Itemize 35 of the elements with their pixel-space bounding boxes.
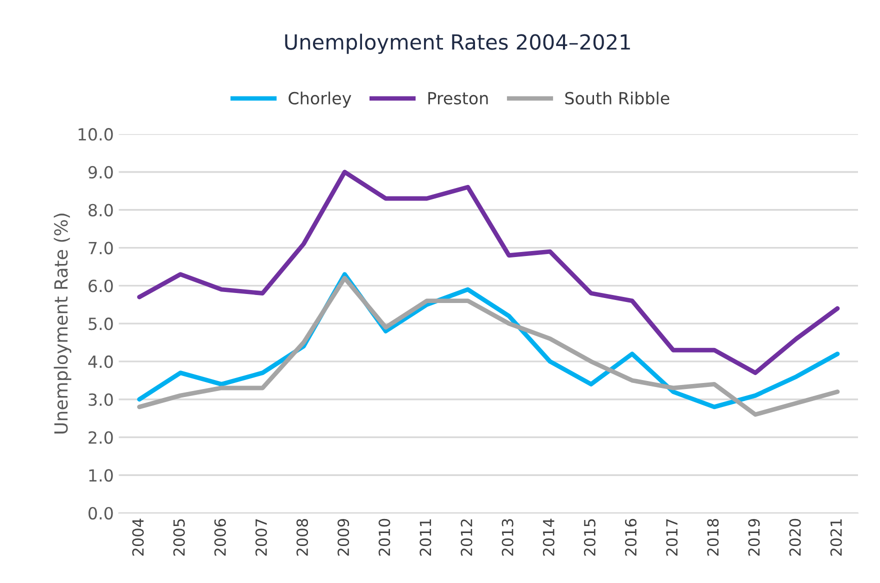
- y-tick-label: 6.0: [88, 280, 113, 292]
- chart-title: Unemployment Rates 2004–2021: [285, 34, 630, 54]
- y-tick-label: 1.0: [89, 469, 113, 482]
- y-tick-label: 3.0: [88, 393, 113, 406]
- legend-label: Chorley: [288, 92, 352, 108]
- y-tick-label: 4.0: [88, 355, 113, 368]
- legend-label: South Ribble: [565, 92, 670, 104]
- legend-label: Preston: [428, 92, 488, 104]
- x-tick-label: 2020: [789, 518, 801, 556]
- x-tick-label: 2009: [338, 518, 350, 556]
- x-tick-label: 2005: [173, 519, 185, 556]
- x-tick-label: 2006: [214, 518, 226, 556]
- y-axis-title: Unemployment Rate (%): [54, 214, 72, 434]
- x-tick-label: 2018: [707, 518, 719, 556]
- y-tick-label: 9.0: [88, 166, 113, 179]
- x-tick-label: 2004: [132, 518, 144, 556]
- y-tick-label: 7.0: [88, 242, 113, 254]
- y-tick-label: 10.0: [78, 128, 113, 141]
- x-tick-label: 2014: [542, 518, 554, 556]
- y-tick-label: 5.0: [88, 318, 113, 330]
- x-tick-label: 2019: [748, 518, 760, 556]
- x-tick-label: 2011: [420, 519, 432, 556]
- x-tick-label: 2010: [378, 518, 390, 556]
- x-tick-label: 2015: [584, 519, 596, 556]
- x-tick-label: 2016: [625, 518, 637, 556]
- x-tick-label: 2013: [502, 519, 514, 556]
- x-tick-label: 2017: [666, 519, 678, 556]
- x-tick-label: 2008: [296, 518, 308, 556]
- x-tick-label: 2012: [460, 519, 472, 556]
- x-tick-label: 2021: [830, 519, 842, 556]
- y-tick-label: 0.0: [88, 507, 113, 520]
- line-series: [137, 170, 840, 376]
- y-tick-label: 8.0: [88, 204, 113, 216]
- y-tick-label: 2.0: [88, 431, 113, 444]
- x-tick-label: 2007: [255, 519, 267, 556]
